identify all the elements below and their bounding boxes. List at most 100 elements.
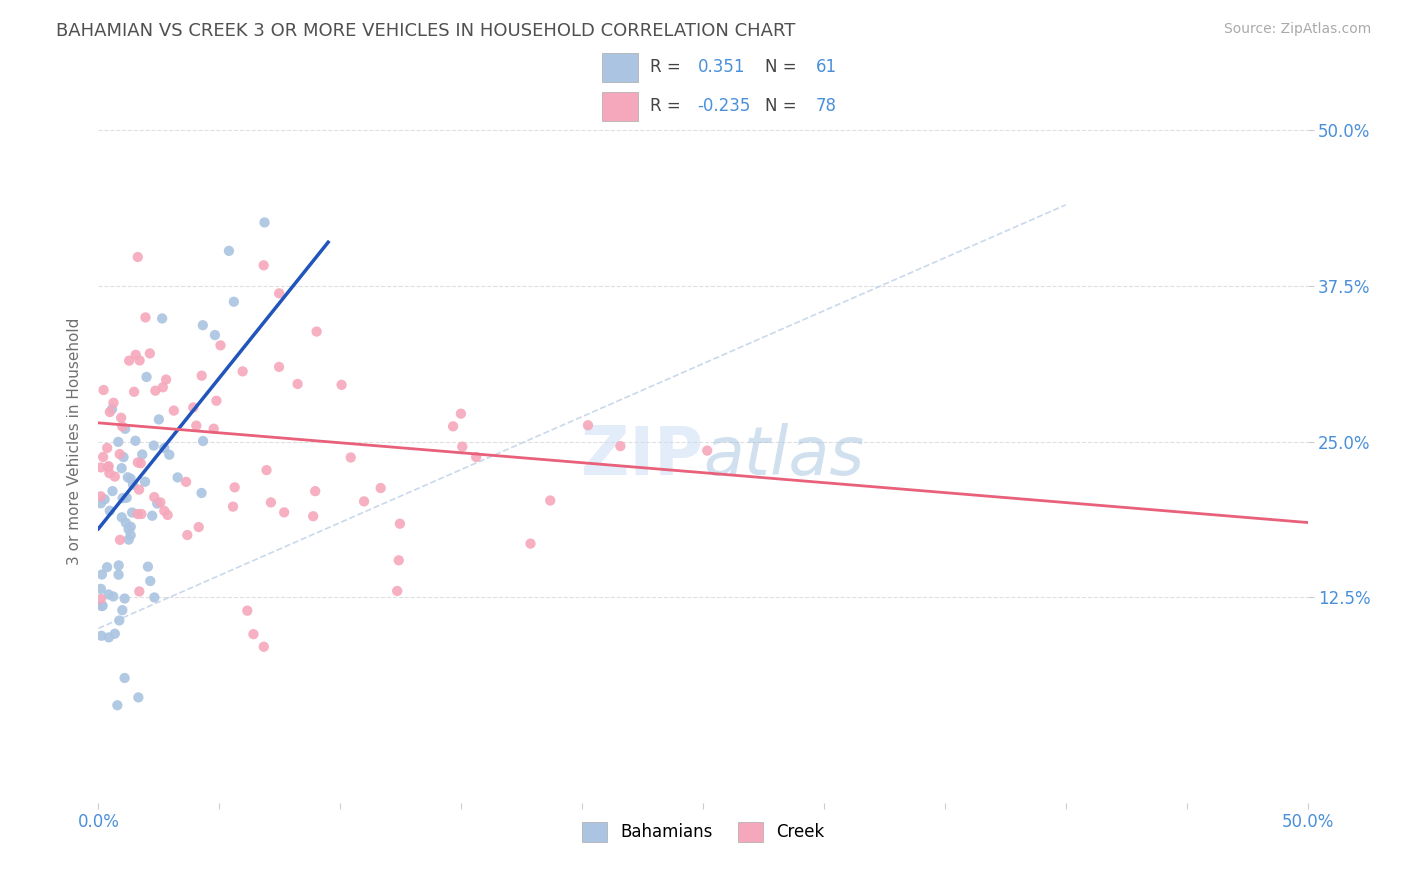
Point	[451, 440, 474, 454]
Point	[96, 441, 118, 455]
Point	[181, 401, 204, 415]
Text: -0.235: -0.235	[697, 97, 751, 115]
Text: N =: N =	[765, 59, 801, 77]
Point	[111, 491, 134, 505]
Point	[97, 459, 120, 474]
Point	[302, 509, 325, 524]
Point	[127, 250, 149, 264]
Point	[256, 463, 278, 477]
Point	[385, 584, 408, 599]
Point	[114, 671, 136, 685]
Point	[131, 507, 153, 521]
Point	[156, 508, 179, 522]
Point	[104, 626, 127, 640]
Text: 78: 78	[815, 97, 837, 115]
Point	[153, 504, 176, 518]
Point	[191, 434, 214, 448]
Point	[127, 690, 149, 705]
Point	[388, 516, 411, 531]
Point	[339, 450, 361, 465]
Point	[388, 553, 411, 567]
Text: Source: ZipAtlas.com: Source: ZipAtlas.com	[1223, 22, 1371, 37]
Point	[107, 567, 129, 582]
Point	[224, 480, 246, 494]
Point	[304, 484, 326, 499]
Point	[90, 629, 112, 643]
Text: R =: R =	[650, 59, 686, 77]
Point	[267, 359, 290, 374]
Point	[218, 244, 240, 258]
Point	[115, 491, 138, 505]
Point	[576, 418, 599, 433]
Point	[148, 412, 170, 426]
Bar	[602, 54, 638, 82]
Point	[260, 495, 283, 509]
Point	[93, 492, 115, 507]
Point	[190, 368, 212, 383]
Point	[129, 456, 152, 470]
Point	[93, 383, 115, 397]
Point	[127, 507, 149, 521]
Point	[139, 346, 162, 360]
Point	[90, 489, 112, 503]
Point	[101, 402, 124, 417]
Text: ZIP: ZIP	[581, 423, 703, 489]
Point	[186, 418, 208, 433]
Point	[519, 536, 541, 550]
Point	[125, 348, 148, 362]
Point	[305, 325, 328, 339]
Point	[90, 591, 112, 606]
Point	[91, 599, 114, 613]
Point	[103, 590, 125, 604]
Point	[108, 533, 131, 547]
Point	[134, 475, 156, 489]
Point	[120, 528, 142, 542]
Point	[253, 215, 276, 229]
Point	[98, 504, 121, 518]
Point	[98, 405, 121, 419]
Point	[135, 370, 157, 384]
Point	[120, 472, 142, 486]
Point	[450, 407, 472, 421]
Point	[90, 599, 112, 613]
Point	[253, 640, 276, 654]
Point	[236, 604, 259, 618]
Point	[112, 450, 135, 464]
Point	[97, 587, 120, 601]
Point	[187, 520, 209, 534]
Point	[108, 447, 131, 461]
Point	[90, 496, 112, 510]
Point	[98, 466, 121, 480]
Point	[273, 505, 295, 519]
Point	[205, 393, 228, 408]
Point	[166, 470, 188, 484]
Point	[174, 475, 197, 489]
Point	[222, 500, 245, 514]
Point	[110, 410, 132, 425]
Point	[134, 310, 156, 325]
Point	[153, 441, 176, 455]
Point	[152, 380, 174, 394]
Point	[142, 439, 165, 453]
Point	[90, 460, 112, 475]
Text: R =: R =	[650, 97, 686, 115]
Point	[90, 582, 112, 596]
Point	[204, 328, 226, 343]
Text: 61: 61	[815, 59, 837, 77]
Point	[441, 419, 464, 434]
Point	[143, 490, 166, 504]
Point	[96, 560, 118, 574]
Y-axis label: 3 or more Vehicles in Household: 3 or more Vehicles in Household	[67, 318, 83, 566]
Point	[269, 286, 291, 301]
Text: atlas: atlas	[703, 423, 865, 489]
Point	[253, 258, 276, 272]
Point	[242, 627, 264, 641]
Point	[124, 434, 146, 448]
Point	[202, 422, 225, 436]
Point	[696, 443, 718, 458]
Point	[128, 353, 150, 368]
Point	[122, 384, 145, 399]
Point	[370, 481, 392, 495]
Point	[107, 434, 129, 449]
Point	[128, 584, 150, 599]
